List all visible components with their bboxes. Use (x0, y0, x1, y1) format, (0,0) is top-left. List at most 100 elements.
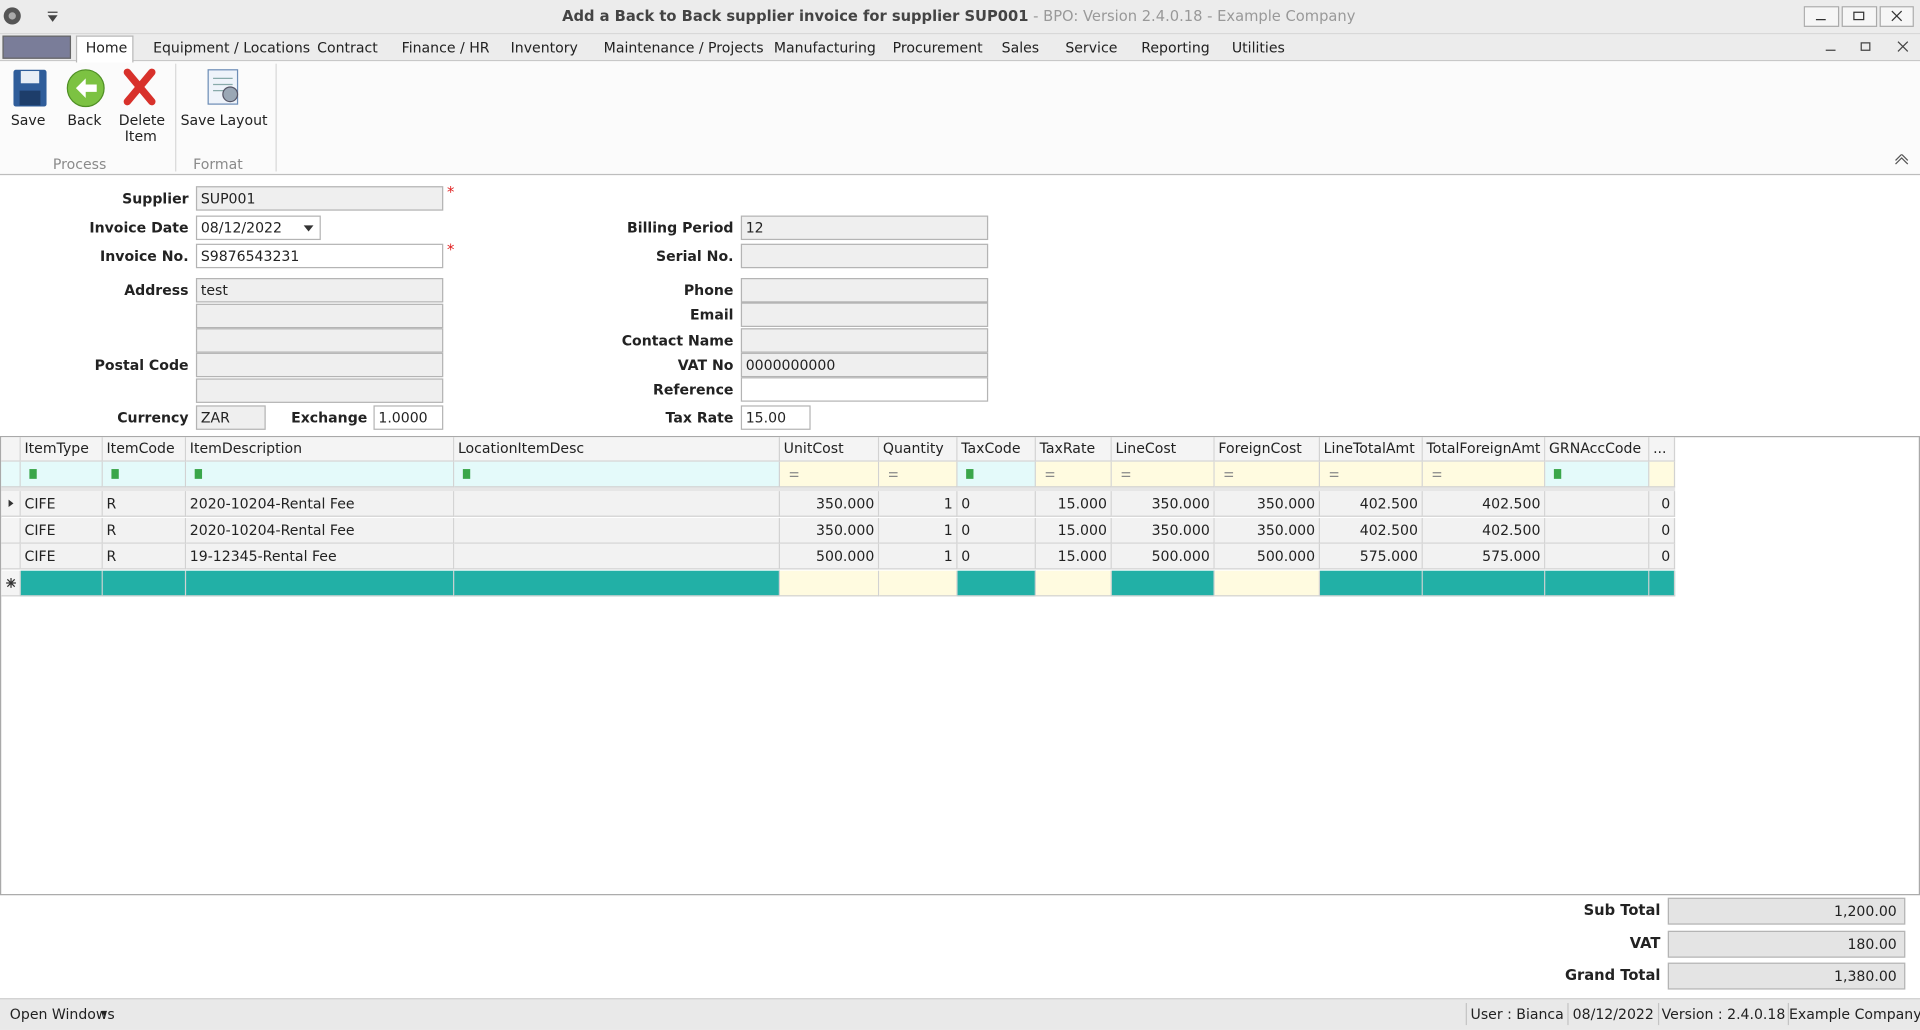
table-cell[interactable]: 0 (957, 543, 1036, 570)
field-input[interactable] (195, 378, 444, 403)
menu-tab[interactable]: Reporting (1141, 39, 1210, 57)
field-input[interactable]: 0000000000 (740, 352, 989, 378)
table-cell[interactable]: R (102, 543, 187, 570)
column-header[interactable]: TaxRate (1035, 437, 1112, 462)
menu-tab-active[interactable] (75, 35, 134, 63)
field-input[interactable] (195, 303, 444, 329)
new-row-cell[interactable] (957, 570, 1036, 597)
table-cell[interactable]: 0 (1649, 491, 1676, 517)
table-cell[interactable]: 402.500 (1422, 517, 1546, 544)
table-cell[interactable]: 500.000 (1214, 543, 1321, 570)
table-cell[interactable]: 1 (879, 543, 958, 570)
table-cell[interactable]: 350.000 (780, 491, 880, 517)
table-cell[interactable]: 1 (879, 491, 958, 517)
column-header[interactable]: ItemDescription (186, 437, 455, 462)
new-row-cell[interactable] (1035, 570, 1112, 597)
field-input[interactable] (740, 377, 989, 402)
menu-tab[interactable]: Service (1065, 39, 1118, 57)
column-header[interactable]: ItemType (20, 437, 103, 462)
table-cell[interactable] (454, 491, 781, 517)
open-windows[interactable]: Open Windows (9, 1005, 115, 1023)
new-row-cell[interactable] (454, 570, 781, 597)
table-cell[interactable]: 500.000 (1111, 543, 1215, 570)
table-cell[interactable]: 500.000 (780, 543, 880, 570)
table-cell[interactable]: 350.000 (1214, 491, 1321, 517)
filter-cell[interactable] (186, 461, 455, 488)
field-input[interactable] (740, 302, 989, 327)
table-cell[interactable] (1545, 517, 1650, 544)
new-row-cell[interactable] (1649, 570, 1676, 597)
field-input[interactable]: S9876543231 (195, 243, 444, 269)
window-controls[interactable] (1803, 6, 1914, 28)
field-input[interactable] (195, 352, 444, 378)
filter-cell[interactable] (957, 461, 1036, 488)
field-input[interactable]: 1.0000 (373, 405, 444, 430)
menu-tab[interactable]: Utilities (1231, 39, 1285, 57)
field-input[interactable]: test (195, 278, 444, 303)
menu-tab[interactable]: Finance / HR (401, 39, 490, 57)
menu-tab[interactable]: Contract (317, 39, 378, 57)
table-cell[interactable]: 0 (1649, 543, 1676, 570)
table-cell[interactable] (454, 517, 781, 544)
field-input[interactable] (195, 328, 444, 353)
table-cell[interactable] (454, 543, 781, 570)
column-header[interactable]: GRNAccCode (1545, 437, 1650, 462)
filter-cell[interactable] (1422, 461, 1546, 488)
filter-cell[interactable] (1649, 461, 1676, 488)
column-header[interactable]: LineTotalAmt (1320, 437, 1423, 462)
new-row-cell[interactable] (1545, 570, 1650, 597)
field-input[interactable] (740, 243, 989, 269)
column-header[interactable]: UnitCost (780, 437, 880, 462)
table-cell[interactable]: 350.000 (1214, 517, 1321, 544)
table-cell[interactable]: CIFE (20, 517, 103, 544)
date-dropdown[interactable] (299, 217, 320, 239)
table-cell[interactable]: 19-12345-Rental Fee (186, 543, 455, 570)
table-cell[interactable]: 1 (879, 517, 958, 544)
new-row-cell[interactable] (1320, 570, 1423, 597)
new-row-cell[interactable] (186, 570, 455, 597)
menu-tab[interactable]: Maintenance / Projects (603, 39, 764, 57)
table-cell[interactable]: 575.000 (1320, 543, 1423, 570)
new-row-cell[interactable] (780, 570, 880, 597)
field-input[interactable]: 08/12/2022 (195, 215, 321, 241)
row-header[interactable] (1, 543, 21, 570)
table-cell[interactable]: R (102, 517, 187, 544)
filter-cell[interactable] (1111, 461, 1215, 488)
table-cell[interactable]: 402.500 (1320, 491, 1423, 517)
table-cell[interactable]: 0 (957, 491, 1036, 517)
ribbon-button[interactable]: Save Layout (180, 111, 268, 129)
filter-cell[interactable] (20, 461, 103, 488)
table-cell[interactable]: CIFE (20, 491, 103, 517)
table-cell[interactable]: 15.000 (1035, 543, 1112, 570)
ribbon-button[interactable]: Delete Item (118, 111, 166, 145)
column-header[interactable]: Quantity (879, 437, 958, 462)
table-cell[interactable]: 15.000 (1035, 491, 1112, 517)
mdi-controls[interactable] (1822, 39, 1914, 56)
filter-cell[interactable] (102, 461, 187, 488)
column-header[interactable]: TotalForeignAmt (1422, 437, 1546, 462)
app-menu-button[interactable] (2, 35, 72, 59)
new-row-cell[interactable] (1111, 570, 1215, 597)
new-row-cell[interactable] (20, 570, 103, 597)
ribbon-collapse[interactable] (1893, 154, 1910, 166)
table-cell[interactable]: 0 (957, 517, 1036, 544)
table-cell[interactable]: 350.000 (1111, 491, 1215, 517)
field-input[interactable]: 15.00 (740, 405, 811, 430)
field-input[interactable] (740, 328, 989, 353)
new-row-cell[interactable] (1422, 570, 1546, 597)
field-input[interactable]: 12 (740, 215, 989, 241)
table-cell[interactable]: 0 (1649, 517, 1676, 544)
table-cell[interactable]: 350.000 (780, 517, 880, 544)
table-cell[interactable]: CIFE (20, 543, 103, 570)
ribbon-button[interactable]: Save (10, 111, 46, 129)
menu-tab[interactable]: Home (85, 39, 128, 57)
filter-cell[interactable] (1214, 461, 1321, 488)
filter-cell[interactable] (1035, 461, 1112, 488)
column-header[interactable]: ForeignCost (1214, 437, 1321, 462)
table-cell[interactable] (1545, 491, 1650, 517)
field-input[interactable]: ZAR (195, 405, 266, 430)
new-row-cell[interactable] (879, 570, 958, 597)
new-row-cell[interactable] (1214, 570, 1321, 597)
row-header[interactable] (1, 491, 21, 517)
filter-cell[interactable] (879, 461, 958, 488)
